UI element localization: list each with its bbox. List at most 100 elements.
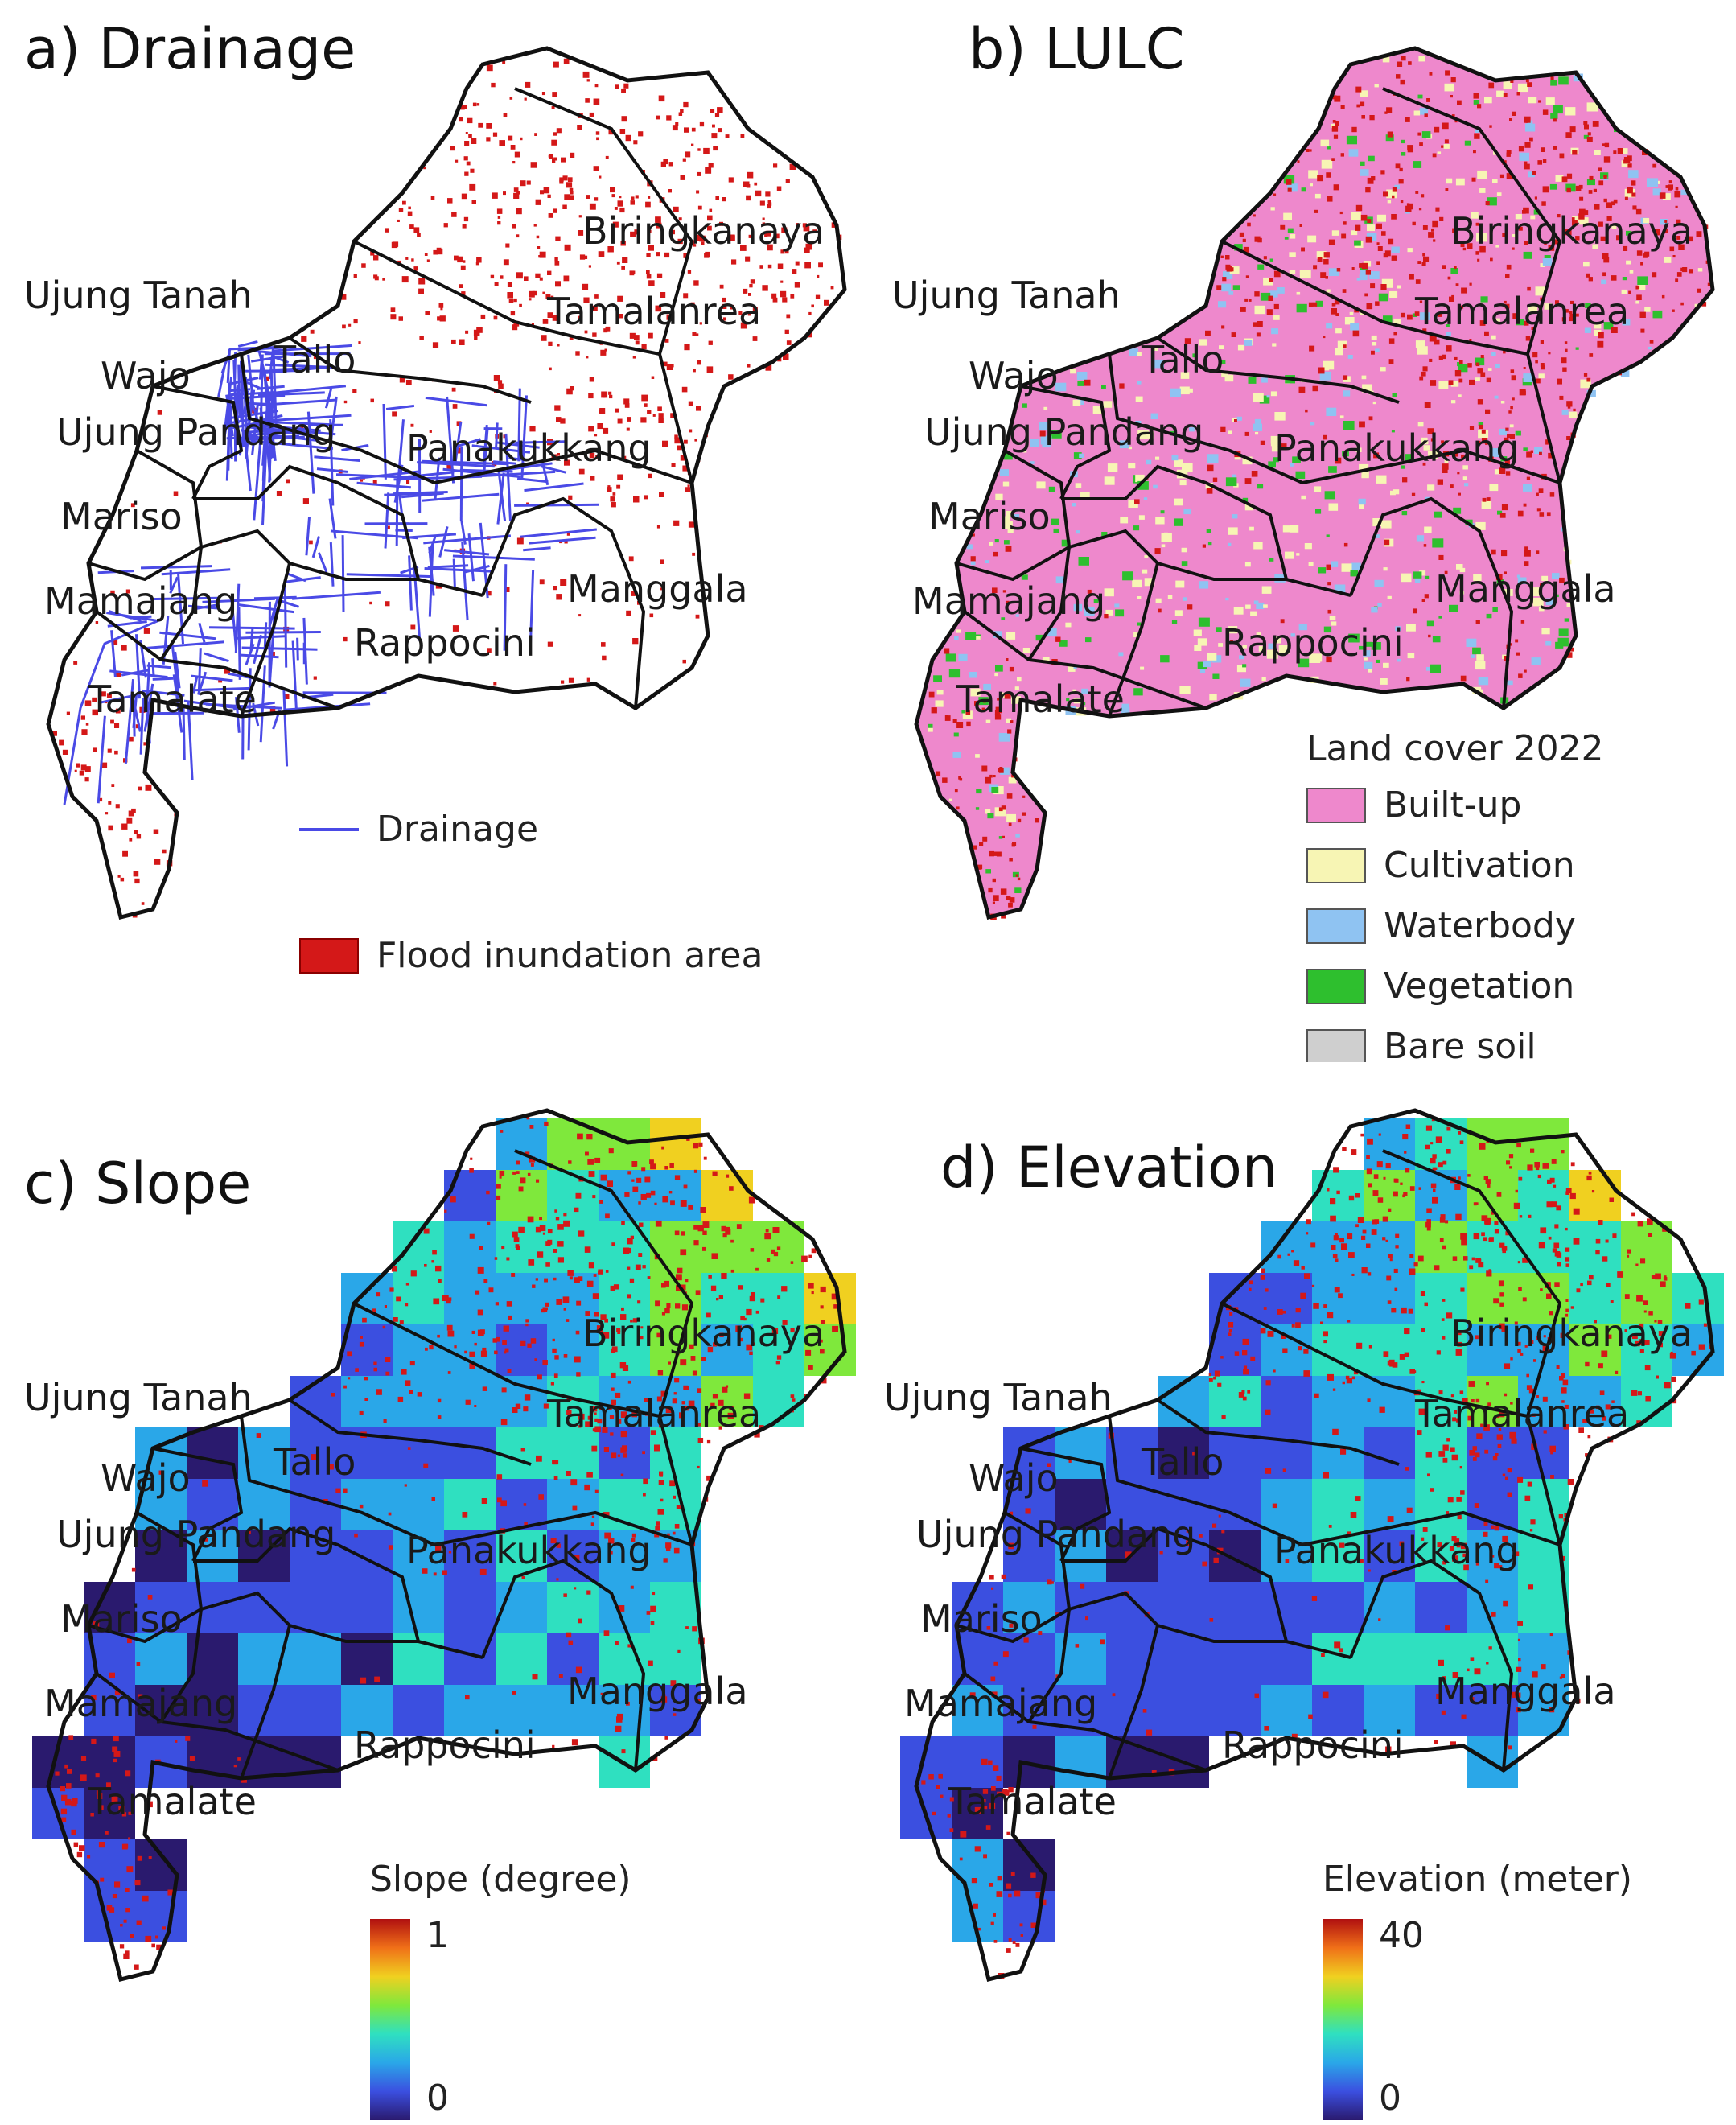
flood-speck: [1469, 379, 1475, 385]
drainage-channel: [291, 640, 298, 713]
raster-cell: [1209, 1530, 1261, 1582]
landcover-patch: [1462, 476, 1467, 480]
flood-speck: [550, 1382, 554, 1386]
flood-speck: [1609, 1197, 1614, 1202]
landcover-patch: [1415, 340, 1425, 348]
flood-speck: [1352, 330, 1360, 337]
flood-speck: [586, 1134, 593, 1140]
drainage-channel: [517, 388, 521, 462]
landcover-patch: [1326, 323, 1333, 329]
landcover-patch: [1376, 475, 1387, 484]
flood-speck: [147, 1595, 153, 1600]
flood-speck: [348, 323, 352, 327]
flood-speck: [539, 251, 546, 258]
drainage-channel: [146, 662, 151, 700]
landcover-patch: [1140, 666, 1145, 670]
raster-cell: [1518, 1376, 1569, 1427]
flood-speck: [1457, 1514, 1462, 1520]
flood-speck: [1524, 163, 1530, 170]
flood-speck: [670, 1680, 677, 1686]
flood-speck: [1602, 1416, 1606, 1421]
flood-speck: [516, 272, 523, 279]
flood-speck: [1488, 82, 1495, 89]
flood-speck: [808, 1254, 812, 1258]
flood-speck: [385, 228, 389, 233]
flood-speck: [1335, 1233, 1338, 1236]
flood-speck: [373, 255, 379, 261]
flood-speck: [561, 680, 565, 684]
flood-speck: [773, 1251, 779, 1257]
district-boundary: [1156, 336, 1400, 404]
flood-speck: [1361, 1235, 1366, 1240]
flood-speck: [746, 1308, 752, 1316]
landcover-patch: [1298, 658, 1310, 668]
flood-speck: [1351, 1273, 1355, 1276]
flood-speck: [592, 1293, 599, 1299]
flood-speck: [696, 190, 700, 194]
flood-speck: [1631, 1212, 1635, 1217]
landcover-patch: [1652, 310, 1663, 319]
flood-speck: [1636, 1420, 1642, 1425]
flood-speck: [313, 676, 317, 680]
flood-speck: [747, 171, 754, 179]
flood-speck: [117, 875, 121, 878]
flood-speck: [1471, 177, 1476, 182]
baresoil-swatch: [1306, 1028, 1366, 1062]
flood-speck: [759, 265, 763, 269]
flood-speck: [1280, 619, 1285, 624]
drainage-channel: [109, 669, 168, 679]
landcover-patch: [1344, 317, 1355, 325]
flood-speck: [1432, 153, 1437, 158]
raster-cell: [1312, 1221, 1364, 1273]
flood-speck: [644, 1176, 651, 1183]
landcover-patch: [969, 672, 977, 678]
flood-speck: [664, 1308, 670, 1314]
landcover-patch: [1494, 469, 1501, 475]
flood-speck: [676, 1505, 681, 1509]
raster-cell: [1672, 1273, 1724, 1324]
landcover-patch: [1242, 456, 1253, 465]
flood-speck: [1202, 1561, 1207, 1567]
landcover-patch: [1285, 551, 1294, 559]
flood-speck: [607, 246, 614, 253]
flood-speck: [1558, 1514, 1563, 1519]
landcover-patch: [1530, 587, 1542, 596]
flood-speck: [832, 1325, 838, 1332]
landcover-patch: [1366, 641, 1372, 647]
flood-speck: [703, 1156, 707, 1160]
flood-speck: [589, 377, 594, 382]
landcover-patch: [1444, 83, 1454, 92]
flood-speck: [1385, 1163, 1391, 1169]
flood-speck: [540, 190, 545, 195]
flood-speck: [548, 154, 551, 158]
flood-speck: [657, 1370, 664, 1376]
flood-speck: [482, 1347, 487, 1352]
flood-speck: [1506, 1160, 1511, 1165]
flood-speck: [121, 1812, 127, 1817]
flood-speck: [1395, 163, 1401, 169]
landcover-patch: [1371, 607, 1378, 613]
flood-speck: [735, 1325, 742, 1332]
flood-speck: [956, 722, 964, 728]
district-boundary: [1221, 240, 1528, 356]
flood-speck: [118, 1806, 125, 1813]
flood-speck: [566, 1471, 571, 1476]
flood-speck: [776, 1246, 781, 1250]
drainage-channel: [506, 462, 553, 472]
landcover-patch: [1221, 371, 1228, 377]
flood-speck: [1326, 656, 1332, 663]
flood-speck: [405, 380, 412, 385]
flood-speck: [80, 715, 85, 720]
flood-speck: [162, 849, 167, 854]
flood-speck: [364, 1377, 368, 1381]
landcover-patch: [1568, 411, 1578, 418]
flood-speck: [589, 112, 594, 117]
flood-speck: [1532, 171, 1536, 175]
flood-speck: [1436, 1693, 1442, 1699]
flood-speck: [450, 1196, 456, 1203]
landcover-patch: [1316, 251, 1327, 259]
flood-speck: [1533, 1359, 1536, 1362]
landcover-patch: [1042, 657, 1050, 662]
flood-speck: [1340, 153, 1344, 157]
flood-speck: [1583, 373, 1588, 377]
